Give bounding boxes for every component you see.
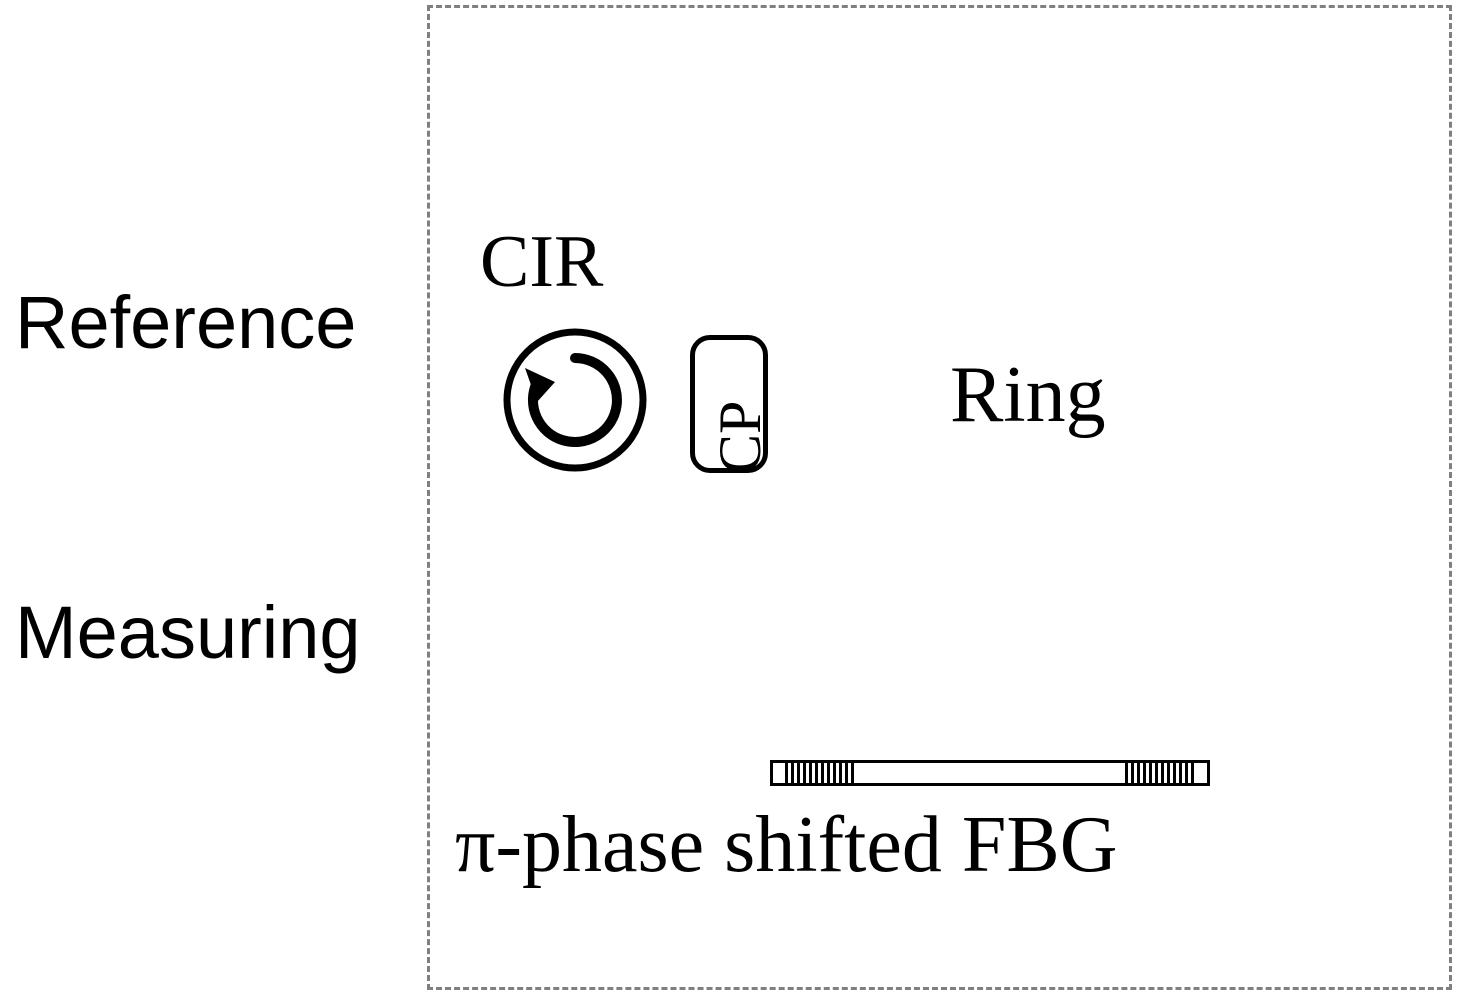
cp-label: CP: [706, 401, 775, 474]
circulator-icon: [495, 320, 655, 480]
measuring-label: Measuring: [15, 590, 361, 675]
cir-label: CIR: [480, 220, 603, 305]
ring-label: Ring: [950, 350, 1106, 441]
reference-label: Reference: [15, 280, 356, 365]
fbg-label: π-phase shifted FBG: [455, 800, 1118, 891]
fbg-grating-right: [1125, 763, 1195, 783]
fbg-grating-left: [785, 763, 855, 783]
